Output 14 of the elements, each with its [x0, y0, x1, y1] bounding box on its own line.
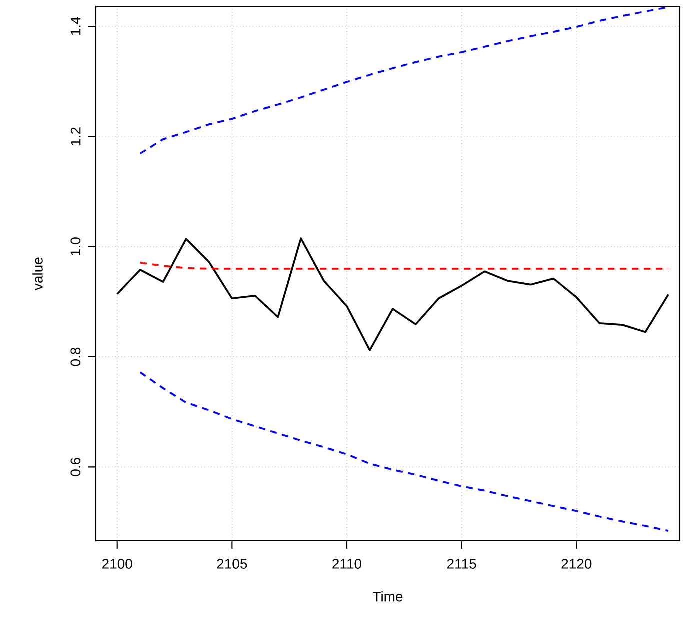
line-series: [139, 372, 670, 532]
x-tick-label: 2110: [332, 559, 362, 569]
x-tick-label: 2115: [447, 559, 476, 569]
y-tick-label: 1.0: [70, 238, 81, 256]
x-axis-title: Time: [373, 591, 403, 602]
line-series: [116, 238, 670, 352]
x-tick-label: 2100: [102, 559, 132, 569]
x-tick-label: 2105: [217, 559, 248, 569]
y-tick-label: 0.8: [70, 348, 81, 366]
y-axis-title: value: [32, 258, 43, 291]
x-tick-label: 2120: [562, 559, 592, 569]
y-tick-label: 1.2: [70, 128, 81, 146]
y-tick-label: 1.4: [71, 17, 81, 36]
y-tick-label: 0.6: [70, 458, 81, 476]
